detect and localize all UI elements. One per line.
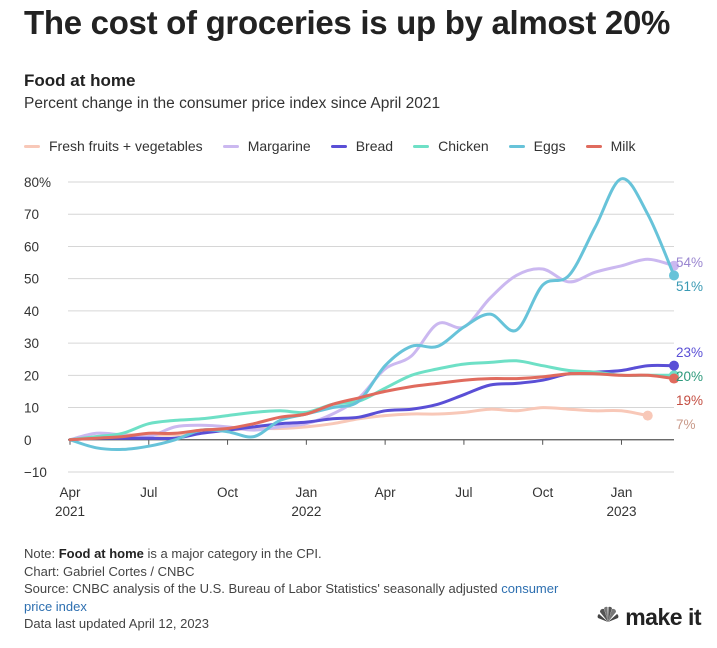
x-tick-label: Jan [295, 485, 317, 500]
x-tick-year-label: 2022 [291, 504, 321, 519]
x-tick-label: Jul [140, 485, 157, 500]
legend-swatch [585, 144, 602, 148]
end-label-eggs: 51% [676, 279, 703, 294]
chart-subtitle: Food at home [24, 71, 136, 90]
x-tick-year-label: 2021 [55, 504, 85, 519]
legend-label: Fresh fruits + vegetables [49, 138, 203, 154]
legend-swatch [222, 144, 239, 148]
legend-item-eggs: Eggs [508, 138, 566, 154]
x-tick-label: Oct [532, 485, 553, 500]
chart-description: Percent change in the consumer price ind… [24, 95, 441, 112]
series-line-fresh-fruits-vegetables [68, 406, 650, 442]
end-label-margarine: 54% [676, 255, 703, 270]
legend-label: Chicken [438, 138, 489, 154]
legend-label: Eggs [533, 138, 566, 154]
legend-label: Bread [355, 138, 394, 154]
end-label-chicken: 20% [676, 369, 703, 384]
source-link-price-index[interactable]: price index [24, 598, 87, 614]
legend-item-chicken: Chicken [413, 138, 489, 154]
series-end-dot-eggs [669, 270, 679, 281]
x-tick-label: Apr [375, 485, 397, 500]
end-label-milk: 19% [676, 393, 703, 408]
footer: Note: Food at home is a major category i… [24, 545, 624, 633]
legend-swatch [330, 144, 347, 148]
series-line-milk [68, 371, 676, 442]
y-tick-label: 40 [24, 304, 39, 319]
y-tick-label: 80% [24, 175, 51, 190]
footer-note: Note: Food at home is a major category i… [24, 545, 624, 563]
legend-swatch [413, 144, 430, 148]
x-tick-label: Oct [217, 485, 238, 500]
x-tick-year-label: 2023 [606, 504, 636, 519]
headline: The cost of groceries is up by almost 20… [24, 4, 671, 41]
legend-item-fresh-fruits-vegetables: Fresh fruits + vegetables [24, 138, 203, 154]
y-tick-label: 0 [24, 433, 32, 448]
y-tick-label: 70 [24, 207, 39, 222]
source-prefix: Source: CNBC analysis of the U.S. Bureau… [24, 581, 502, 597]
end-label-bread: 23% [676, 345, 703, 360]
note-bold: Food at home [58, 546, 144, 561]
footer-source-cont: price index [24, 598, 624, 616]
x-tick-label: Apr [59, 485, 81, 500]
footer-source: Source: CNBC analysis of the U.S. Bureau… [24, 580, 624, 598]
source-link-consumer[interactable]: consumer [501, 581, 559, 597]
x-tick-label: Jan [611, 485, 633, 500]
y-tick-label: 50 [24, 272, 39, 287]
legend-item-milk: Milk [585, 138, 636, 154]
legend-label: Milk [610, 138, 636, 154]
line-chart: −10 0 10 20 30 40 50 60 70 80% Apr 2021 Jul Oct Jan 202… [24, 175, 703, 519]
series-end-dot-bread [669, 360, 679, 371]
series-line-bread [68, 363, 676, 442]
note-suffix: is a major category in the CPI. [143, 546, 322, 561]
note-prefix: Note: [24, 546, 59, 561]
data-updated: Data last updated April 12, 2023 [24, 616, 210, 632]
brand-logo: make it [597, 604, 701, 631]
y-tick-label: 10 [24, 401, 39, 416]
series-line-eggs [68, 177, 676, 452]
legend-swatch [508, 144, 525, 148]
chart-credit: Chart: Gabriel Cortes / CNBC [24, 563, 195, 579]
legend: Fresh fruits + vegetables Margarine Bread C… [24, 136, 655, 156]
brand-text: make it [625, 604, 701, 630]
legend-label: Margarine [247, 138, 311, 154]
end-label-fresh-fruits-vegetables: 7% [676, 417, 696, 432]
y-tick-label: 30 [24, 336, 39, 351]
y-tick-label: 60 [24, 239, 39, 254]
nbc-peacock-icon [597, 606, 619, 629]
legend-item-bread: Bread [330, 138, 394, 154]
y-tick-label: −10 [24, 465, 47, 480]
y-tick-label: 20 [24, 368, 39, 383]
legend-swatch [24, 144, 40, 148]
legend-item-margarine: Margarine [222, 138, 311, 154]
series-end-dot-fresh-fruits-vegetables [642, 410, 653, 421]
x-tick-label: Jul [455, 485, 472, 500]
series-end-dot-milk [669, 373, 679, 384]
